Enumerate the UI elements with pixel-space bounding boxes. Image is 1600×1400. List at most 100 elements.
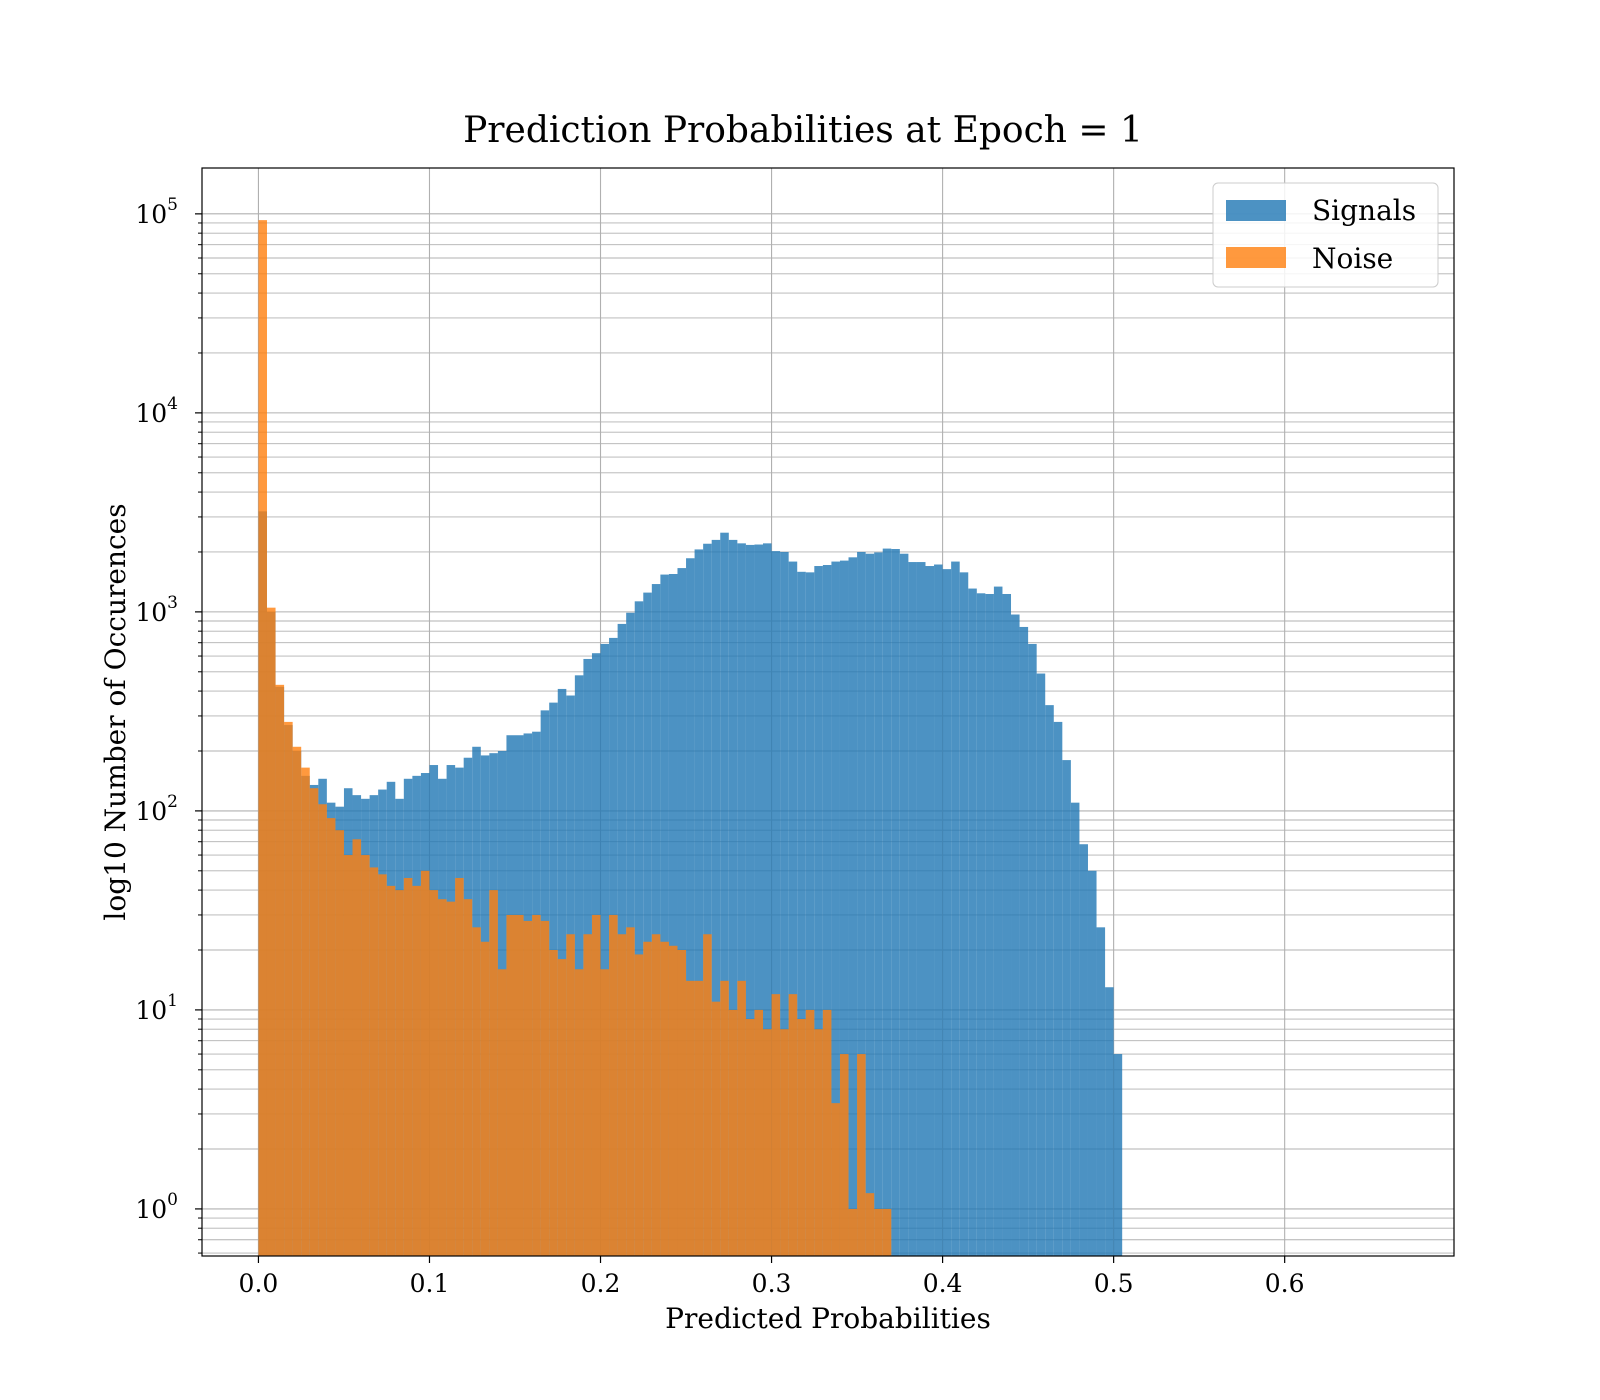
x-tick-label: 0.1 xyxy=(410,1269,450,1298)
bar-noise xyxy=(540,920,550,1256)
bar-noise xyxy=(805,1009,815,1256)
y-tick-label-exponent: 2 xyxy=(167,792,178,812)
bar-noise xyxy=(523,920,533,1256)
bar-noise xyxy=(386,885,396,1256)
bar-noise xyxy=(403,878,413,1256)
bar-signals xyxy=(848,557,858,1256)
y-tick-label-exponent: 0 xyxy=(167,1190,178,1210)
bar-noise xyxy=(591,914,601,1256)
bar-noise xyxy=(549,949,558,1256)
bar-signals xyxy=(925,566,935,1256)
bar-signals xyxy=(797,571,806,1256)
bar-noise xyxy=(822,1009,832,1256)
bar-signals xyxy=(643,592,652,1256)
bar-noise xyxy=(771,994,781,1256)
bar-signals xyxy=(805,572,815,1256)
bar-signals xyxy=(1079,844,1088,1256)
bar-noise xyxy=(745,1019,755,1256)
bar-noise xyxy=(643,941,652,1256)
bar-noise xyxy=(711,1001,721,1256)
bar-noise xyxy=(694,980,704,1256)
bar-noise xyxy=(412,885,421,1256)
bar-signals xyxy=(634,601,644,1256)
y-tick-label-base: 10 xyxy=(135,598,167,627)
y-tick-label-base: 10 xyxy=(135,1195,167,1224)
bar-noise xyxy=(318,804,327,1256)
x-tick-label: 0.4 xyxy=(923,1269,963,1298)
bar-noise xyxy=(754,1009,764,1256)
x-axis-label: Predicted Probabilities xyxy=(665,1302,991,1335)
x-tick-label: 0.0 xyxy=(239,1269,279,1298)
bar-noise xyxy=(309,788,319,1256)
bar-signals xyxy=(780,551,789,1256)
y-tick-label: 101 xyxy=(135,991,178,1025)
bar-noise xyxy=(686,980,695,1256)
bar-signals xyxy=(788,561,798,1256)
bar-signals xyxy=(763,543,772,1256)
bar-noise xyxy=(651,934,661,1256)
bar-signals xyxy=(942,569,952,1256)
bar-signals xyxy=(882,548,892,1256)
y-tick-label-base: 10 xyxy=(135,797,167,826)
bar-noise xyxy=(865,1193,875,1256)
bar-noise xyxy=(395,890,404,1256)
bar-signals xyxy=(959,572,969,1256)
bar-signals xyxy=(1070,802,1080,1256)
bar-signals xyxy=(976,593,986,1256)
bar-signals xyxy=(1002,593,1012,1256)
series-noise xyxy=(258,220,892,1256)
bar-noise xyxy=(831,1103,840,1256)
bar-signals xyxy=(1096,927,1106,1256)
legend-label-noise: Noise xyxy=(1312,242,1393,275)
bar-signals xyxy=(993,586,1003,1256)
y-tick-label-exponent: 4 xyxy=(167,394,178,414)
bar-noise xyxy=(583,934,592,1256)
bar-noise xyxy=(626,927,635,1256)
bar-noise xyxy=(668,945,678,1256)
bar-noise xyxy=(814,1029,823,1256)
y-tick-label-base: 10 xyxy=(135,200,167,229)
bar-noise xyxy=(369,867,379,1256)
bar-signals xyxy=(711,539,721,1256)
bar-signals xyxy=(1105,987,1114,1256)
bar-signals xyxy=(874,552,883,1256)
plot-frame xyxy=(201,167,1455,1257)
bar-signals xyxy=(1028,643,1037,1256)
bar-signals xyxy=(728,539,738,1256)
bar-noise xyxy=(480,941,490,1256)
bar-noise xyxy=(292,746,302,1256)
bar-noise xyxy=(472,927,481,1256)
bar-noise xyxy=(446,901,456,1256)
bar-signals xyxy=(703,543,712,1256)
bar-noise xyxy=(600,969,610,1256)
bar-signals xyxy=(857,551,866,1256)
x-tick-label: 0.5 xyxy=(1094,1269,1134,1298)
y-tick-label-base: 10 xyxy=(135,399,167,428)
bar-noise xyxy=(275,684,285,1256)
bar-noise xyxy=(515,914,524,1256)
bar-noise xyxy=(574,969,584,1256)
bar-signals xyxy=(1113,1054,1123,1256)
bar-signals xyxy=(865,553,875,1256)
legend-label-signals: Signals xyxy=(1312,194,1416,227)
bar-signals xyxy=(1011,614,1020,1256)
bar-noise xyxy=(788,994,798,1256)
bar-noise xyxy=(335,830,344,1256)
bar-noise xyxy=(660,941,669,1256)
bar-signals xyxy=(574,675,584,1256)
bar-noise xyxy=(882,1208,892,1256)
bar-noise xyxy=(326,818,336,1256)
bar-signals xyxy=(908,562,917,1256)
y-tick-label: 104 xyxy=(135,394,178,428)
bar-signals xyxy=(694,549,704,1256)
bar-signals xyxy=(660,574,669,1256)
bar-signals xyxy=(951,561,960,1256)
bar-noise xyxy=(780,1029,789,1256)
bar-noise xyxy=(874,1208,883,1256)
bar-noise xyxy=(343,855,353,1256)
bar-signals xyxy=(677,568,687,1256)
bar-noise xyxy=(763,1029,772,1256)
y-tick-label: 105 xyxy=(135,195,178,229)
bar-signals xyxy=(814,566,823,1256)
